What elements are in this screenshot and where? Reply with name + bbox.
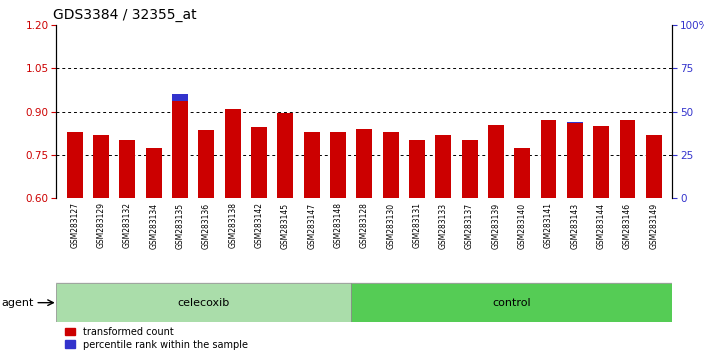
Text: GSM283133: GSM283133	[439, 202, 448, 249]
Text: GSM283144: GSM283144	[597, 202, 605, 249]
Bar	[593, 143, 609, 198]
Bar	[488, 125, 504, 198]
Bar	[120, 148, 135, 198]
Bar	[462, 141, 477, 198]
Text: agent: agent	[1, 298, 34, 308]
Bar	[435, 135, 451, 198]
Bar	[225, 109, 241, 198]
Bar	[541, 127, 556, 198]
Bar	[67, 132, 82, 198]
Bar	[567, 123, 583, 198]
Legend: transformed count, percentile rank within the sample: transformed count, percentile rank withi…	[61, 323, 251, 353]
Bar	[277, 113, 294, 198]
Bar	[199, 130, 214, 198]
Text: GSM283132: GSM283132	[123, 202, 132, 249]
Bar	[251, 127, 267, 198]
Text: GSM283139: GSM283139	[491, 202, 501, 249]
Bar	[277, 113, 294, 198]
Text: GSM283141: GSM283141	[544, 202, 553, 249]
Text: GSM283146: GSM283146	[623, 202, 632, 249]
Text: GSM283148: GSM283148	[334, 202, 342, 249]
Text: GSM283143: GSM283143	[570, 202, 579, 249]
Text: celecoxib: celecoxib	[177, 298, 230, 308]
Text: GDS3384 / 32355_at: GDS3384 / 32355_at	[54, 8, 197, 22]
Bar	[620, 120, 636, 198]
Bar	[303, 146, 320, 198]
Bar	[462, 155, 477, 198]
Bar	[330, 132, 346, 198]
Text: GSM283128: GSM283128	[360, 202, 369, 249]
Bar	[67, 141, 82, 198]
Bar	[303, 132, 320, 198]
Bar	[488, 143, 504, 198]
Text: GSM283142: GSM283142	[255, 202, 263, 249]
Bar	[383, 132, 398, 198]
Text: GSM283129: GSM283129	[96, 202, 106, 249]
Bar	[515, 148, 530, 198]
Bar	[251, 148, 267, 198]
Bar	[120, 141, 135, 198]
Bar	[409, 141, 425, 198]
Bar	[646, 135, 662, 198]
Text: GSM283147: GSM283147	[307, 202, 316, 249]
Bar	[93, 143, 109, 198]
Bar	[146, 155, 162, 198]
Text: GSM283145: GSM283145	[281, 202, 290, 249]
Bar	[356, 129, 372, 198]
Text: control: control	[492, 298, 531, 308]
Bar	[541, 120, 556, 198]
Bar	[172, 101, 188, 198]
Text: GSM283135: GSM283135	[175, 202, 184, 249]
Text: GSM283137: GSM283137	[465, 202, 474, 249]
Bar	[383, 153, 398, 198]
Bar	[330, 143, 346, 198]
Text: GSM283140: GSM283140	[517, 202, 527, 249]
Text: GSM283130: GSM283130	[386, 202, 395, 249]
Bar	[593, 126, 609, 198]
Bar	[172, 94, 188, 198]
Bar	[620, 135, 636, 198]
Bar	[93, 135, 109, 198]
Text: GSM283131: GSM283131	[413, 202, 422, 249]
Text: GSM283149: GSM283149	[649, 202, 658, 249]
Text: GSM283138: GSM283138	[228, 202, 237, 249]
Bar	[646, 146, 662, 198]
Bar	[356, 153, 372, 198]
Bar	[409, 152, 425, 198]
Bar	[515, 155, 530, 198]
Bar	[567, 122, 583, 198]
Text: GSM283136: GSM283136	[202, 202, 211, 249]
Text: GSM283127: GSM283127	[70, 202, 80, 249]
Bar	[225, 116, 241, 198]
Bar	[435, 148, 451, 198]
Bar	[146, 148, 162, 198]
Bar	[199, 141, 214, 198]
Text: GSM283134: GSM283134	[149, 202, 158, 249]
Bar	[351, 283, 672, 322]
Bar	[56, 283, 351, 322]
